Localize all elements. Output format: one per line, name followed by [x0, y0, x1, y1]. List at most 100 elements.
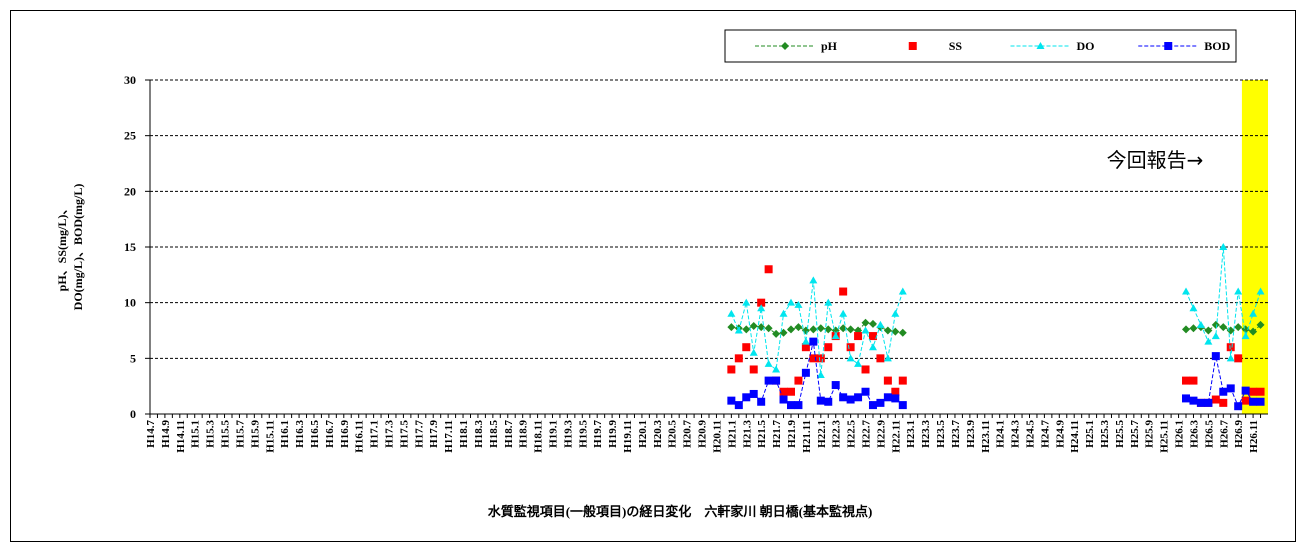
- y-tick-label: 30: [124, 73, 136, 87]
- x-tick-label: H14.11: [175, 420, 187, 453]
- x-tick-label: H20.5: [667, 420, 679, 448]
- chart-frame: [10, 10, 1296, 542]
- data-point: [868, 319, 877, 328]
- data-point: [809, 337, 818, 346]
- legend-marker: [908, 42, 917, 50]
- x-tick-label: H25.11: [1159, 420, 1171, 453]
- x-tick-label: H20.1: [637, 420, 649, 448]
- data-point: [779, 387, 788, 396]
- data-point: [727, 309, 736, 317]
- data-point: [727, 365, 736, 374]
- x-tick-label: H17.9: [428, 420, 440, 448]
- data-point: [779, 309, 788, 317]
- data-point: [1211, 352, 1220, 361]
- legend-marker: [1036, 42, 1045, 49]
- data-point: [868, 401, 877, 410]
- data-point: [891, 309, 900, 317]
- data-point: [891, 387, 900, 396]
- x-tick-label: H15.9: [249, 420, 261, 448]
- data-point: [1249, 397, 1258, 406]
- data-point: [727, 323, 736, 332]
- x-tick-label: H15.3: [205, 420, 217, 448]
- x-tick-label: H25.1: [1084, 420, 1096, 448]
- data-point: [816, 396, 825, 405]
- x-tick-label: H22.7: [861, 420, 873, 448]
- data-point: [816, 371, 825, 379]
- x-tick-label: H21.11: [801, 420, 813, 453]
- x-tick-label: H16.1: [279, 420, 291, 448]
- data-point: [1234, 402, 1243, 411]
- data-point: [764, 359, 773, 367]
- legend-item: pH: [755, 39, 838, 53]
- data-point: [1234, 287, 1243, 295]
- legend-item: SS: [908, 39, 963, 53]
- x-tick-label: H23.7: [950, 420, 962, 448]
- chart-title: 水質監視項目(一般項目)の経日変化 六軒家川 朝日橋(基本監視点): [488, 504, 873, 519]
- data-point: [839, 287, 848, 296]
- data-point: [734, 326, 743, 334]
- data-point: [749, 322, 758, 331]
- data-point: [876, 320, 885, 328]
- data-point: [1219, 398, 1228, 407]
- y-tick-label: 5: [130, 351, 136, 365]
- x-tick-label: H26.5: [1203, 420, 1215, 448]
- data-point: [861, 318, 870, 327]
- data-point: [839, 324, 848, 333]
- series-line: [731, 341, 1261, 408]
- x-tick-label: H22.9: [875, 420, 887, 448]
- x-tick-label: H25.3: [1099, 420, 1111, 448]
- data-point: [846, 343, 855, 352]
- data-point: [742, 393, 751, 402]
- legend-item: BOD: [1138, 39, 1231, 53]
- x-tick-label: H20.3: [652, 420, 664, 448]
- x-tick-label: H26.11: [1248, 420, 1260, 453]
- data-point: [794, 323, 803, 332]
- x-tick-label: H26.1: [1174, 420, 1186, 448]
- data-point: [772, 365, 781, 373]
- x-tick-label: H14.9: [160, 420, 172, 448]
- x-tick-label: H23.11: [980, 420, 992, 453]
- data-point: [757, 304, 766, 312]
- data-point: [742, 298, 751, 306]
- data-point: [883, 393, 892, 402]
- data-point: [831, 332, 840, 340]
- x-tick-label: H24.7: [1039, 420, 1051, 448]
- data-point: [1182, 325, 1191, 334]
- data-point: [816, 354, 825, 363]
- data-point: [1211, 395, 1220, 404]
- data-point: [786, 387, 795, 396]
- data-point: [876, 398, 885, 407]
- data-point: [883, 376, 892, 385]
- x-tick-label: H17.11: [443, 420, 455, 453]
- data-point: [809, 354, 818, 363]
- x-tick-label: H16.3: [294, 420, 306, 448]
- data-point: [1219, 243, 1228, 250]
- y-tick-label: 0: [130, 407, 136, 421]
- y-tick-label: 15: [124, 240, 136, 254]
- data-point: [794, 376, 803, 385]
- legend-label: SS: [949, 39, 963, 53]
- data-point: [1182, 394, 1191, 403]
- y-tick-label: 25: [124, 129, 136, 143]
- data-point: [1219, 323, 1228, 332]
- annotation: 今回報告→: [1107, 148, 1204, 172]
- x-tick-label: H23.5: [935, 420, 947, 448]
- data-point: [861, 365, 870, 374]
- data-point: [1204, 337, 1213, 345]
- data-point: [1196, 398, 1205, 407]
- data-point: [1189, 396, 1198, 405]
- x-tick-label: H19.3: [562, 420, 574, 448]
- data-point: [734, 354, 743, 363]
- x-tick-label: H24.9: [1054, 420, 1066, 448]
- data-point: [1219, 387, 1228, 396]
- data-point: [742, 343, 751, 352]
- x-tick-label: H16.7: [324, 420, 336, 448]
- data-point: [764, 324, 773, 333]
- x-tick-label: H19.7: [592, 420, 604, 448]
- data-point: [1241, 332, 1250, 340]
- legend-label: pH: [821, 39, 838, 53]
- data-point: [786, 298, 795, 306]
- data-point: [846, 354, 855, 362]
- data-point: [891, 394, 900, 403]
- legend-label: BOD: [1204, 39, 1230, 53]
